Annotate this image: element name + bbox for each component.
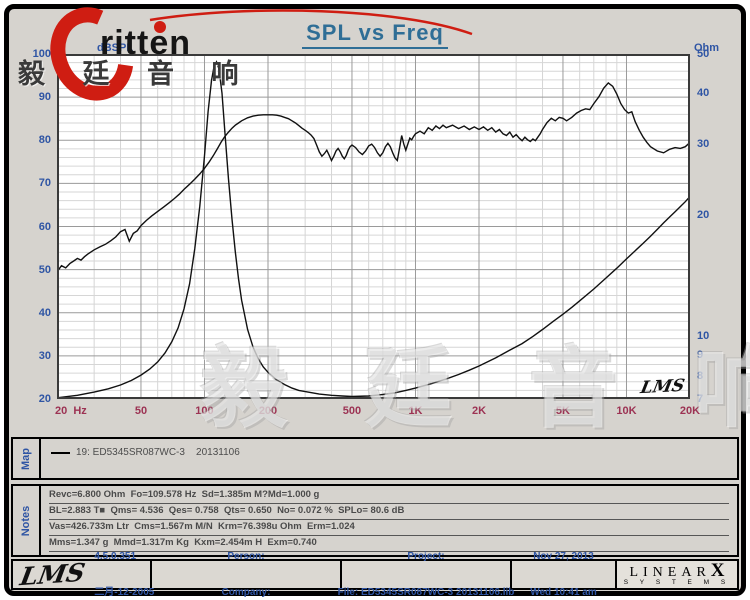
y-left-tick: 40 bbox=[38, 306, 51, 319]
plot-canvas bbox=[57, 54, 690, 399]
notes-line: Vas=426.733m Ltr Cms=1.567m M/N Krm=76.3… bbox=[49, 520, 729, 536]
map-section: Map 19: ED5345SR087WC-3 20131106 bbox=[11, 437, 739, 480]
x-tick: 20K bbox=[679, 405, 701, 417]
y-left-tick: 70 bbox=[38, 177, 51, 190]
x-tick: 20 Hz bbox=[55, 405, 87, 417]
report-time: Wed 10:41 am bbox=[530, 586, 597, 598]
notes-section: Notes Revc=6.800 Ohm Fo=109.578 Hz Sd=1.… bbox=[11, 484, 739, 557]
notes-lines: Revc=6.800 Ohm Fo=109.578 Hz Sd=1.385m M… bbox=[41, 486, 737, 555]
y-left-tick: 20 bbox=[38, 393, 51, 405]
map-tab: Map bbox=[13, 439, 41, 478]
y-right-tick: 20 bbox=[697, 208, 710, 221]
curve-spl bbox=[57, 81, 690, 273]
legend: 19: ED5345SR087WC-3 20131106 bbox=[41, 439, 240, 478]
notes-line: Revc=6.800 Ohm Fo=109.578 Hz Sd=1.385m M… bbox=[49, 488, 729, 504]
footer-project-cell: Project: File: ED5345SR087WC-3 20131106.… bbox=[338, 551, 515, 598]
x-tick: 5K bbox=[555, 405, 570, 417]
notes-line: BL=2.883 T■ Qms= 4.536 Qes= 0.758 Qts= 0… bbox=[49, 504, 729, 520]
brand-logo: ritten 毅 廷 音 响 bbox=[12, 4, 272, 104]
notes-tab: Notes bbox=[13, 486, 41, 555]
report-date: Nov 27, 2013 bbox=[533, 550, 594, 562]
y-right-tick: 9 bbox=[697, 348, 704, 361]
x-tick: 500 bbox=[342, 405, 362, 417]
y-left-tick: 50 bbox=[38, 263, 51, 276]
file-label: File: ED5345SR087WC-3 20131106.lib bbox=[337, 586, 515, 598]
y-left-tick: 30 bbox=[38, 349, 51, 362]
x-tick: 100 bbox=[195, 405, 214, 417]
linearx-systems-label: S Y S T E M S bbox=[623, 578, 731, 586]
person-label: Person: bbox=[227, 550, 265, 562]
footer-bar: LMS 4.5.0.351 二月-12-2005 Person: Company… bbox=[11, 551, 739, 598]
footer-linearx-cell: LINEARX S Y S T E M S bbox=[617, 561, 737, 588]
x-tick: 10K bbox=[616, 405, 637, 417]
x-tick: 1K bbox=[408, 405, 423, 417]
lms-plot-signature: LMS bbox=[638, 375, 687, 399]
y-right-tick: 7 bbox=[697, 393, 704, 405]
y-left-tick: 80 bbox=[38, 134, 51, 147]
y-right-tick: 50 bbox=[697, 48, 710, 60]
x-tick: 50 bbox=[134, 405, 148, 417]
x-tick: 2K bbox=[471, 405, 487, 417]
app-version-date: 二月-12-2005 bbox=[94, 586, 155, 598]
x-tick: 200 bbox=[258, 405, 278, 417]
linearx-logo: LINEARX bbox=[629, 559, 725, 581]
y-right-tick: 8 bbox=[697, 369, 704, 382]
project-label: Project: bbox=[407, 550, 445, 562]
footer-person-cell: Person: Company: bbox=[152, 551, 342, 598]
map-tab-label: Map bbox=[20, 447, 32, 470]
y-right-tick: 10 bbox=[697, 330, 710, 343]
y-right-tick: 30 bbox=[697, 137, 710, 150]
y-left-axis-unit: dBSPL bbox=[97, 42, 134, 54]
page-title: SPL vs Freq bbox=[302, 20, 448, 49]
y-left-tick: 90 bbox=[38, 91, 51, 104]
app-version: 4.5.0.351 bbox=[94, 550, 137, 562]
footer-date-cell: Nov 27, 2013 Wed 10:41 am bbox=[512, 551, 617, 598]
legend-line-sample bbox=[51, 452, 70, 454]
y-right-tick: 40 bbox=[697, 87, 710, 100]
legend-text: 19: ED5345SR087WC-3 20131106 bbox=[76, 447, 240, 458]
logo-chinese-text: 毅 廷 音 响 bbox=[18, 59, 254, 89]
curve-impedance bbox=[57, 60, 690, 399]
lms-logo: LMS bbox=[17, 557, 88, 592]
company-label: Company: bbox=[221, 586, 271, 598]
y-left-tick: 60 bbox=[38, 220, 51, 233]
spl-freq-plot: LMS bbox=[57, 54, 690, 399]
y-left-tick: 100 bbox=[32, 48, 51, 60]
notes-line: Mms=1.347 g Mmd=1.317m Kg Kxm=2.454m H E… bbox=[49, 536, 729, 552]
y-right-axis-unit: Ohm bbox=[694, 42, 720, 54]
footer-version-cell: LMS 4.5.0.351 二月-12-2005 bbox=[13, 551, 154, 598]
notes-tab-label: Notes bbox=[20, 505, 32, 536]
